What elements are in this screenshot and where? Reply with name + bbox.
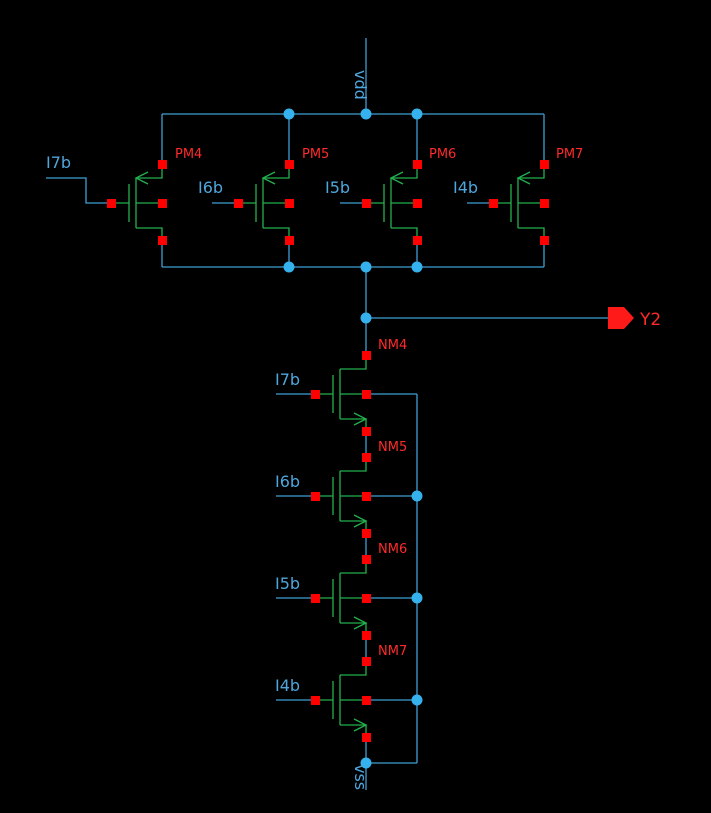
body-pin [285,199,294,208]
junction-dot [360,261,372,273]
instance-label-pm6: PM6 [429,147,456,162]
gate-pin [311,696,320,705]
drain-pin [362,351,371,360]
gate-pin [489,199,498,208]
drain-pin [285,160,294,169]
nmos-transistor-nm6 [311,555,371,640]
source-pin [362,529,371,538]
pmos-transistor-pm5 [234,160,294,245]
body-pin [362,594,371,603]
body-pin [362,696,371,705]
pmos-transistor-pm4 [107,160,167,245]
junction-dot [411,261,423,273]
gate-net-label-pm7: I4b [453,178,478,197]
drain-pin [362,453,371,462]
nmos-transistor-nm4 [311,351,371,436]
junction-dot [283,261,295,273]
junctions [283,108,423,769]
instance-label-nm5: NM5 [378,440,407,455]
drain-pin [362,555,371,564]
source-pin [362,733,371,742]
gate-pin [311,390,320,399]
instance-label-pm5: PM5 [302,147,329,162]
gate-pin [311,594,320,603]
junction-dot [360,757,372,769]
source-pin [413,236,422,245]
instance-label-pm7: PM7 [556,147,583,162]
body-pin [158,199,167,208]
gate-net-label-nm5: I6b [275,472,300,491]
pmos-transistor-pm6 [362,160,422,245]
instance-label-pm4: PM4 [175,147,202,162]
body-pin [540,199,549,208]
nmos-transistor-nm5 [311,453,371,538]
junction-dot [360,108,372,120]
junction-dot [411,694,423,706]
body-pin [362,492,371,501]
drain-pin [413,160,422,169]
gate-net-label-nm7: I4b [275,676,300,695]
gate-pin [234,199,243,208]
instance-label-nm7: NM7 [378,644,407,659]
vss-label: vss [351,764,370,790]
junction-dot [411,490,423,502]
gate-pin [362,199,371,208]
gate-pin [311,492,320,501]
drain-pin [158,160,167,169]
gate-net-label-nm4: I7b [275,370,300,389]
source-pin [362,631,371,640]
source-pin [285,236,294,245]
drain-pin [362,657,371,666]
gate-net-label-nm6: I5b [275,574,300,593]
junction-dot [411,592,423,604]
junction-dot [283,108,295,120]
nmos-devices [311,351,371,742]
output-pin-icon[interactable] [608,307,634,329]
gate-pin [107,199,116,208]
nmos-transistor-nm7 [311,657,371,742]
gate-net-label-pm5: I6b [198,178,223,197]
pmos-transistor-pm7 [489,160,549,245]
wires [46,38,608,790]
vdd-label: vdd [351,70,370,100]
pmos-devices [107,160,549,245]
body-pin [362,390,371,399]
instance-label-nm4: NM4 [378,338,407,353]
junction-dot [360,312,372,324]
gate-net-label-pm4: I7b [46,153,71,172]
body-pin [413,199,422,208]
gate-wire [46,177,111,204]
source-pin [158,236,167,245]
source-pin [540,236,549,245]
drain-pin [540,160,549,169]
output-pin-label: Y2 [639,310,661,330]
junction-dot [411,108,423,120]
gate-net-label-pm6: I5b [325,178,350,197]
source-pin [362,427,371,436]
instance-label-nm6: NM6 [378,542,407,557]
